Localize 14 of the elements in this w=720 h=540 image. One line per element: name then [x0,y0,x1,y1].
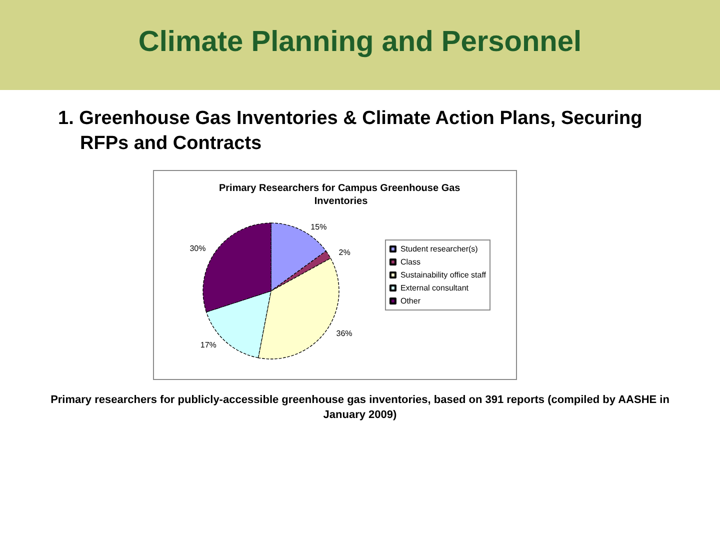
legend-label: Sustainability office staff [400,270,487,280]
legend-label: Student researcher(s) [400,244,478,254]
text: Primary researchers for publicly-accessible greenhouse gas inventories, based on 391 reports (compiled by AASHE in January 2009) [50,393,670,423]
data-label: 36% [336,328,352,338]
legend-label: Other [400,296,421,306]
chart-title: Primary Researchers for Campus Greenhouse Gas Inventories [219,183,463,207]
text: 1. Greenhouse Gas Inventories & Climate Action Plans, Securing RFPs and Contracts [58,107,644,156]
legend-label: Class [400,258,420,266]
data-label: 17% [200,340,216,350]
text: Climate Planning and Personnel [137,26,583,59]
data-label: 30% [190,244,206,254]
data-label: 15% [310,222,327,232]
data-label: 2% [338,248,350,257]
legend-label: External consultant [400,284,470,292]
